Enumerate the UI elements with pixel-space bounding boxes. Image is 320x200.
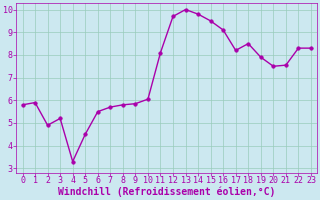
X-axis label: Windchill (Refroidissement éolien,°C): Windchill (Refroidissement éolien,°C) [58,187,276,197]
